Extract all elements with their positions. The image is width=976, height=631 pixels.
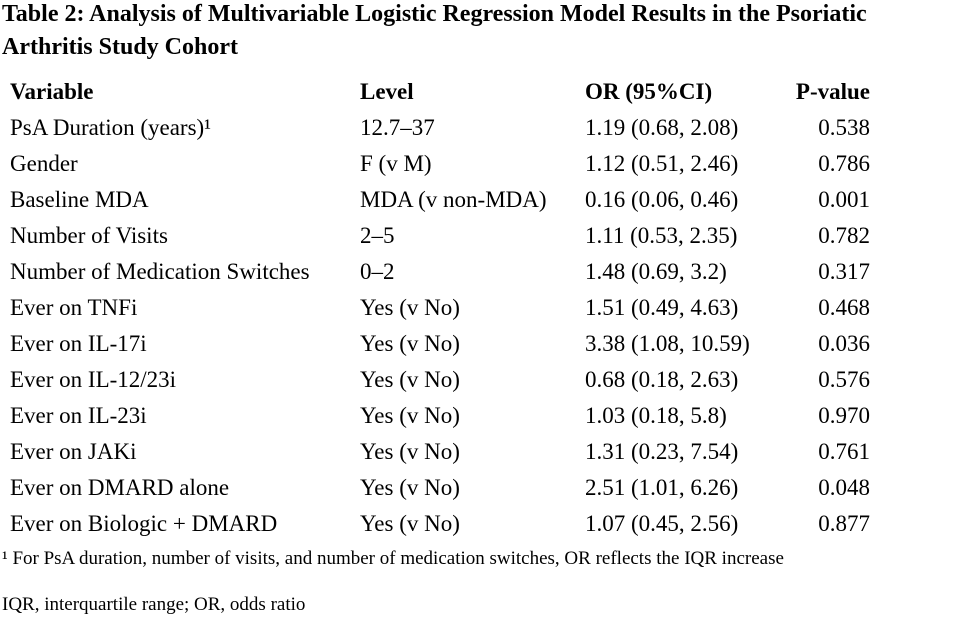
cell-or-ci: 1.07 (0.45, 2.56)	[585, 511, 739, 536]
cell-p-value: 0.877	[818, 511, 870, 536]
cell-or-ci: 2.51 (1.01, 6.26)	[585, 475, 739, 500]
cell-p-value: 0.970	[818, 403, 870, 428]
table-row: Ever on IL-23i Yes (v No) 1.03 (0.18, 5.…	[10, 398, 870, 434]
cell-level: Yes (v No)	[360, 403, 460, 428]
table-row: Number of Medication Switches 0–2 1.48 (…	[10, 254, 870, 290]
cell-or-ci: 1.03 (0.18, 5.8)	[585, 403, 727, 428]
table-row: Ever on IL-17i Yes (v No) 3.38 (1.08, 10…	[10, 326, 870, 362]
cell-level: Yes (v No)	[360, 439, 460, 464]
cell-variable: Ever on JAKi	[10, 439, 137, 464]
cell-variable: Ever on DMARD alone	[10, 475, 230, 500]
cell-or-ci: 1.19 (0.68, 2.08)	[585, 115, 739, 140]
cell-level: F (v M)	[360, 151, 432, 176]
cell-or-ci: 0.68 (0.18, 2.63)	[585, 367, 739, 392]
table-row: Ever on IL-12/23i Yes (v No) 0.68 (0.18,…	[10, 362, 870, 398]
column-header-p-value: P-value	[795, 79, 870, 104]
cell-level: Yes (v No)	[360, 331, 460, 356]
cell-variable: Ever on Biologic + DMARD	[10, 511, 278, 536]
results-table: Variable Level OR (95%CI) P-value PsA Du…	[10, 74, 870, 542]
cell-or-ci: 1.48 (0.69, 3.2)	[585, 259, 727, 284]
cell-p-value: 0.048	[818, 475, 870, 500]
cell-or-ci: 0.16 (0.06, 0.46)	[585, 187, 739, 212]
cell-or-ci: 1.31 (0.23, 7.54)	[585, 439, 739, 464]
cell-level: MDA (v non-MDA)	[360, 187, 547, 212]
cell-or-ci: 1.11 (0.53, 2.35)	[585, 223, 738, 248]
cell-level: Yes (v No)	[360, 295, 460, 320]
table-row: Baseline MDA MDA (v non-MDA) 0.16 (0.06,…	[10, 182, 870, 218]
table-row: Ever on TNFi Yes (v No) 1.51 (0.49, 4.63…	[10, 290, 870, 326]
cell-level: Yes (v No)	[360, 511, 460, 536]
table-row: Ever on DMARD alone Yes (v No) 2.51 (1.0…	[10, 470, 870, 506]
cell-p-value: 0.786	[818, 151, 870, 176]
cell-variable: Ever on TNFi	[10, 295, 138, 320]
cell-p-value: 0.782	[818, 223, 870, 248]
footnote-abbreviations: IQR, interquartile range; OR, odds ratio	[2, 594, 306, 615]
column-header-or-ci: OR (95%CI)	[585, 79, 713, 104]
column-header-level: Level	[360, 79, 414, 104]
cell-variable: Ever on IL-17i	[10, 331, 147, 356]
table-row: Ever on JAKi Yes (v No) 1.31 (0.23, 7.54…	[10, 434, 870, 470]
cell-or-ci: 3.38 (1.08, 10.59)	[585, 331, 750, 356]
cell-or-ci: 1.12 (0.51, 2.46)	[585, 151, 739, 176]
cell-level: 0–2	[360, 259, 395, 284]
cell-p-value: 0.036	[818, 331, 870, 356]
cell-variable: Gender	[10, 151, 78, 176]
cell-p-value: 0.761	[818, 439, 870, 464]
table-row: Number of Visits 2–5 1.11 (0.53, 2.35) 0…	[10, 218, 870, 254]
cell-p-value: 0.576	[818, 367, 870, 392]
table-row: Gender F (v M) 1.12 (0.51, 2.46) 0.786	[10, 146, 870, 182]
cell-p-value: 0.468	[818, 295, 870, 320]
cell-p-value: 0.001	[818, 187, 870, 212]
cell-variable: Ever on IL-12/23i	[10, 367, 177, 392]
cell-variable: Ever on IL-23i	[10, 403, 147, 428]
cell-p-value: 0.317	[818, 259, 870, 284]
cell-variable: Number of Visits	[10, 223, 168, 248]
cell-level: Yes (v No)	[360, 475, 460, 500]
cell-or-ci: 1.51 (0.49, 4.63)	[585, 295, 739, 320]
cell-p-value: 0.538	[818, 115, 870, 140]
cell-level: 12.7–37	[360, 115, 435, 140]
cell-variable: PsA Duration (years)¹	[10, 115, 212, 140]
cell-level: Yes (v No)	[360, 367, 460, 392]
cell-level: 2–5	[360, 223, 395, 248]
footnote-iqr-or: ¹ For PsA duration, number of visits, an…	[2, 548, 784, 569]
table-row: Ever on Biologic + DMARD Yes (v No) 1.07…	[10, 506, 870, 542]
table-row: PsA Duration (years)¹ 12.7–37 1.19 (0.68…	[10, 110, 870, 146]
cell-variable: Baseline MDA	[10, 187, 149, 212]
table-title: Table 2: Analysis of Multivariable Logis…	[2, 1, 867, 60]
table-header-row: Variable Level OR (95%CI) P-value	[10, 74, 870, 110]
column-header-variable: Variable	[10, 79, 94, 104]
cell-variable: Number of Medication Switches	[10, 259, 310, 284]
